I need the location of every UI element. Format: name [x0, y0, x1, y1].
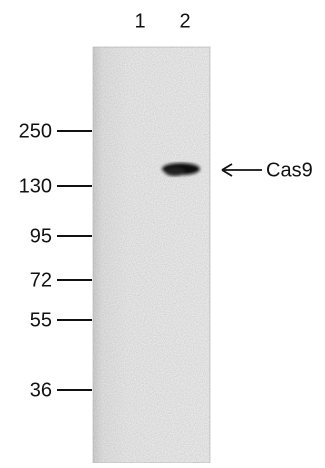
page: {"lanes": ["1", "2"], "markers": [250, 1… [0, 0, 325, 468]
marker-label: 130 [19, 175, 52, 197]
lane-label: 2 [179, 10, 190, 32]
band-label: Cas9 [266, 159, 313, 181]
marker-label: 95 [30, 225, 52, 247]
marker-label: 55 [30, 309, 52, 331]
membrane-texture [93, 47, 210, 463]
marker-label: 36 [30, 379, 52, 401]
marker-label: 72 [30, 269, 52, 291]
marker-label: 250 [19, 120, 52, 142]
lane-label: 1 [134, 10, 145, 32]
blot-figure: Cas9 1 2 250 130 95 72 55 36 [0, 0, 325, 463]
